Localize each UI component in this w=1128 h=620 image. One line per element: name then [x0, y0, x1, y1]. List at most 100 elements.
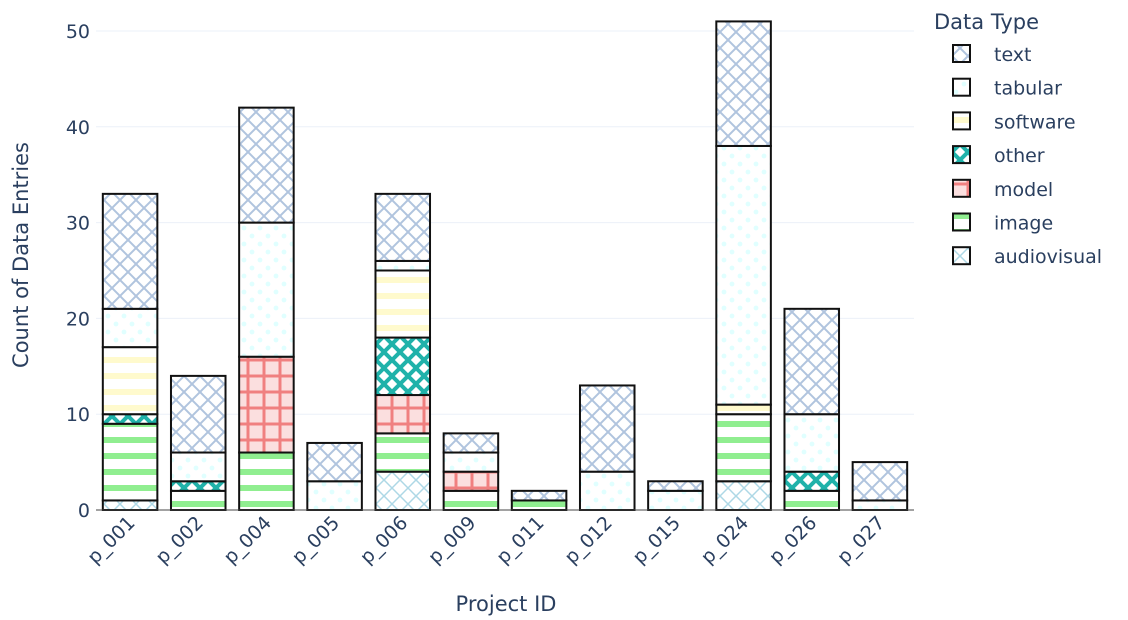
- bar-segment-text: [101, 192, 159, 310]
- legend-label: text: [994, 44, 1032, 66]
- y-tick-label: 30: [66, 213, 90, 235]
- bar-segment-text: [647, 480, 704, 492]
- bar-segment-text: [238, 106, 295, 224]
- x-tick-label: p_001: [83, 512, 139, 568]
- bar-segment-text: [306, 441, 363, 483]
- bar-stack-p_026: [783, 307, 841, 511]
- bars: [101, 20, 909, 512]
- bar-segment-text: [442, 432, 500, 454]
- legend-label: audiovisual: [994, 246, 1102, 268]
- bar-segment-tabular: [238, 221, 295, 358]
- bar-segment-tabular: [783, 413, 841, 473]
- legend-swatch: [952, 77, 971, 97]
- legend-label: image: [994, 213, 1053, 235]
- bar-stack-p_011: [510, 489, 568, 512]
- bar-segment-audiovisual: [101, 499, 159, 512]
- bar-segment-tabular: [306, 480, 363, 512]
- legend-item-tabular[interactable]: tabular: [952, 77, 1062, 100]
- legend-label: software: [994, 111, 1076, 133]
- bar-segment-other: [101, 413, 159, 425]
- x-tick-label: p_011: [492, 512, 548, 568]
- legend: Data Type text tabular software other model i…: [934, 10, 1102, 268]
- legend-item-audiovisual[interactable]: audiovisual: [952, 246, 1102, 268]
- bar-segment-tabular: [715, 144, 772, 406]
- x-tick-label: p_002: [151, 512, 207, 568]
- bar-segment-tabular: [578, 470, 636, 511]
- x-tick-label: p_015: [629, 512, 685, 568]
- bar-segment-tabular: [101, 307, 159, 349]
- y-tick-label: 50: [66, 21, 90, 43]
- bar-segment-other: [374, 336, 432, 397]
- bar-segment-model: [238, 355, 295, 454]
- x-tick-label: p_027: [833, 512, 889, 568]
- y-tick-label: 20: [66, 308, 90, 330]
- x-tick-label: p_009: [424, 512, 480, 568]
- bar-segment-image: [374, 432, 432, 473]
- bar-segment-tabular: [374, 259, 432, 272]
- bar-segment-tabular: [169, 451, 227, 483]
- legend-swatch: [952, 178, 971, 198]
- x-tick-label: p_026: [765, 512, 821, 568]
- legend-swatch: [952, 44, 971, 63]
- bar-segment-other: [783, 470, 841, 492]
- bar-stack-p_015: [647, 480, 704, 511]
- bar-segment-image: [101, 422, 159, 502]
- x-tick-label: p_005: [288, 512, 344, 568]
- bar-segment-image: [783, 489, 841, 511]
- legend-swatch: [952, 212, 971, 232]
- bar-segment-model: [374, 394, 432, 435]
- y-tick-label: 10: [66, 404, 90, 426]
- bar-segment-image: [169, 489, 227, 511]
- legend-swatch: [952, 145, 971, 165]
- bar-segment-image: [715, 413, 772, 483]
- bar-stack-p_024: [715, 20, 772, 512]
- bar-segment-tabular: [442, 451, 500, 473]
- bar-stack-p_012: [578, 384, 636, 511]
- bar-segment-audiovisual: [715, 480, 772, 512]
- legend-item-software[interactable]: software: [952, 111, 1076, 133]
- x-tick-label: p_006: [356, 512, 412, 568]
- y-axis-title: Count of Data Entries: [9, 142, 33, 368]
- bar-segment-image: [510, 499, 568, 512]
- x-axis-title: Project ID: [456, 592, 557, 616]
- y-tick-label: 0: [78, 500, 90, 522]
- bar-stack-p_027: [851, 461, 909, 512]
- bar-stack-p_004: [238, 106, 295, 511]
- bar-segment-image: [442, 489, 500, 511]
- legend-item-other[interactable]: other: [952, 145, 1045, 167]
- legend-label: model: [994, 179, 1053, 201]
- legend-swatch: [952, 246, 971, 266]
- bar-stack-p_002: [169, 374, 227, 511]
- bar-segment-text: [578, 384, 636, 473]
- bar-stack-p_006: [374, 192, 432, 511]
- bar-segment-text: [510, 489, 568, 502]
- x-tick-label: p_012: [560, 512, 616, 568]
- bar-segment-software: [715, 403, 772, 416]
- bar-segment-text: [851, 461, 909, 502]
- bar-segment-software: [374, 269, 432, 339]
- legend-title: Data Type: [934, 10, 1039, 34]
- bar-segment-image: [238, 451, 295, 511]
- bar-segment-audiovisual: [374, 470, 432, 511]
- bar-segment-other: [169, 480, 227, 492]
- legend-label: tabular: [994, 78, 1062, 100]
- legend-label: other: [994, 145, 1045, 167]
- legend-item-model[interactable]: model: [952, 178, 1053, 201]
- bar-segment-tabular: [851, 499, 909, 512]
- bar-segment-tabular: [647, 489, 704, 511]
- y-tick-label: 40: [66, 117, 90, 139]
- bar-segment-model: [442, 470, 500, 492]
- bar-segment-text: [374, 192, 432, 262]
- bar-segment-text: [715, 20, 772, 147]
- bar-stack-p_009: [442, 432, 500, 511]
- legend-item-text[interactable]: text: [952, 44, 1032, 66]
- bar-stack-p_005: [306, 441, 363, 512]
- bar-stack-p_001: [101, 192, 159, 512]
- x-tick-label: p_004: [220, 512, 276, 568]
- bar-segment-software: [101, 346, 159, 416]
- legend-item-image[interactable]: image: [952, 212, 1053, 235]
- bar-segment-text: [783, 307, 841, 416]
- bar-segment-text: [169, 374, 227, 454]
- x-tick-label: p_024: [697, 512, 753, 568]
